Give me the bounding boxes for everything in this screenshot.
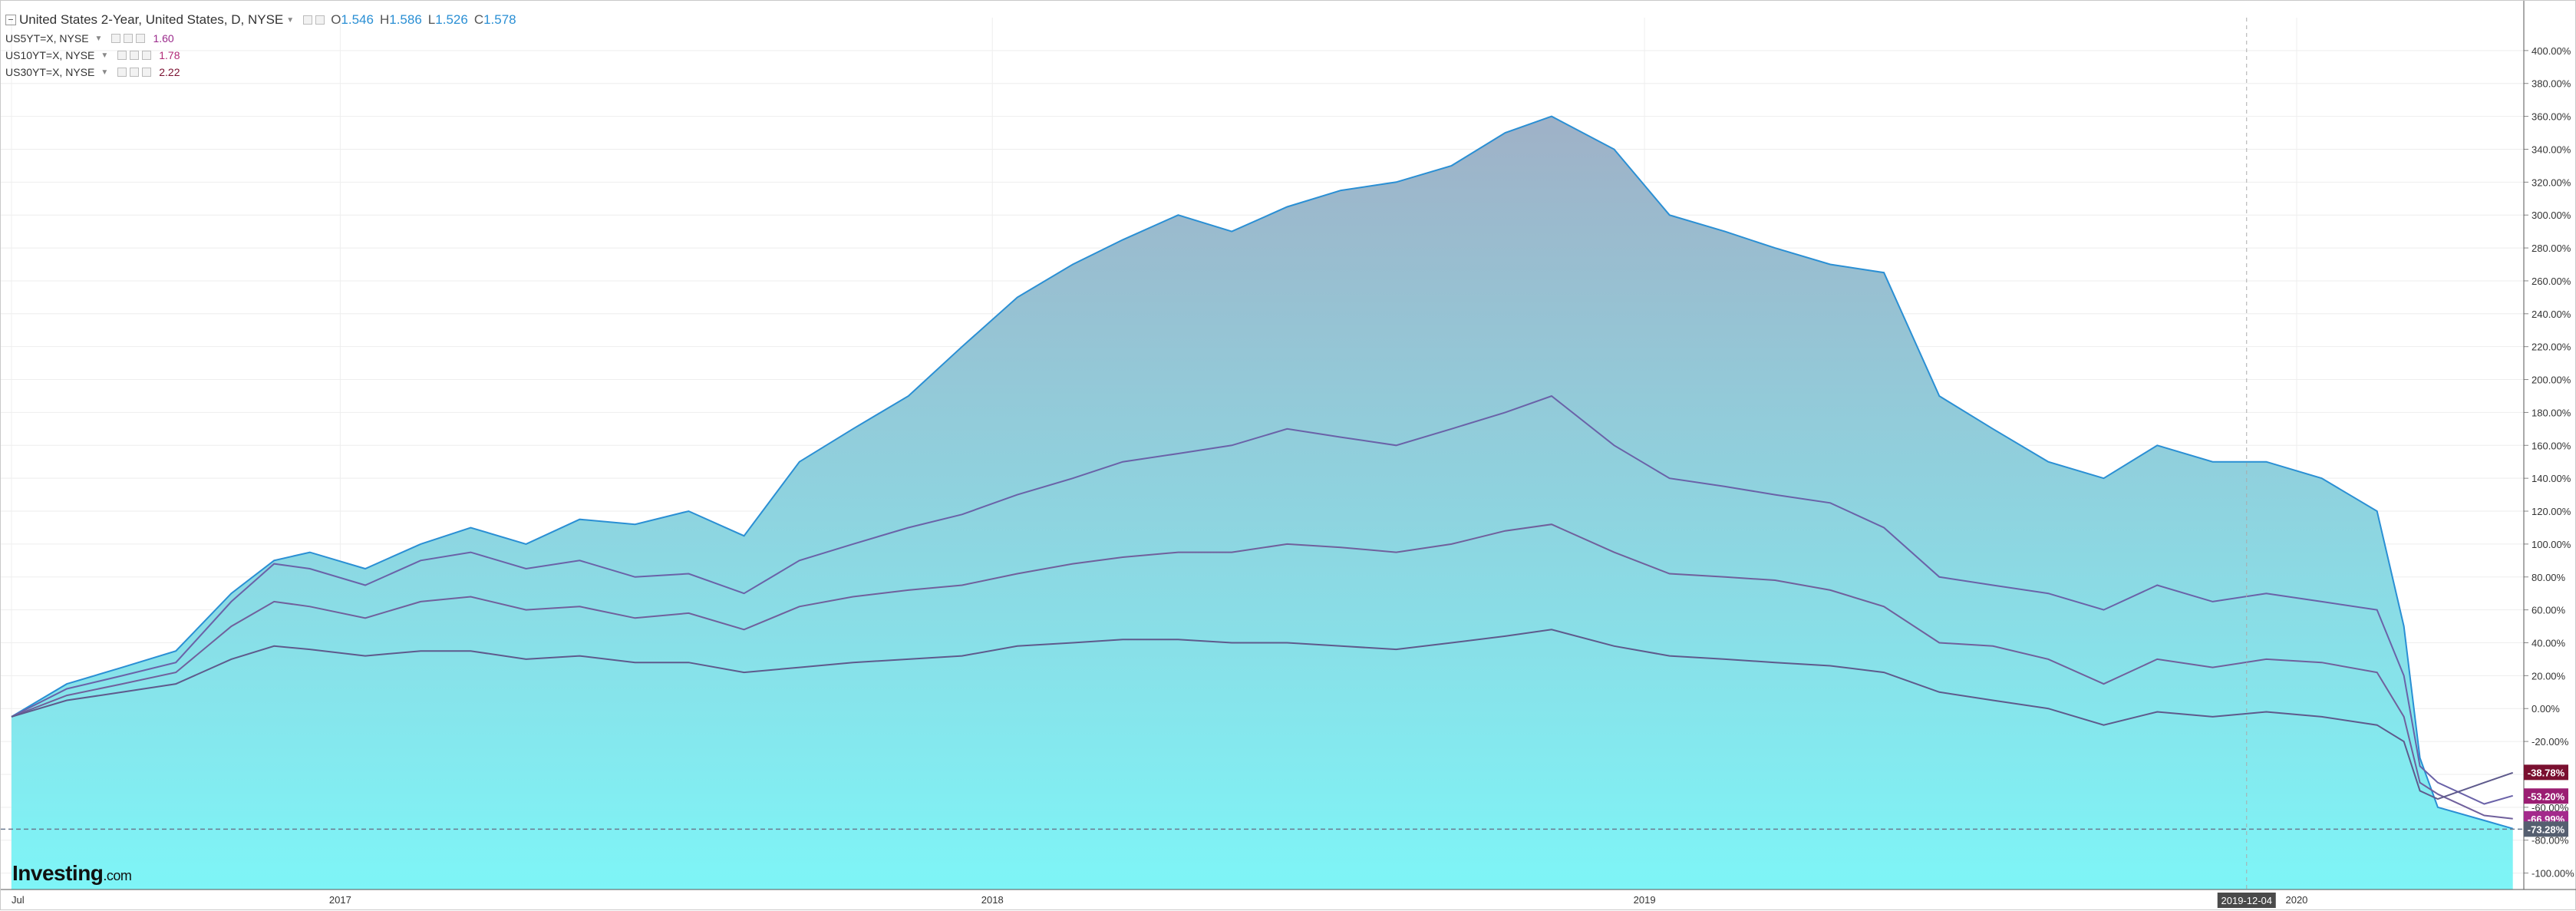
y-tick-label: 260.00% xyxy=(2531,276,2571,287)
y-tick-label: 20.00% xyxy=(2531,670,2566,682)
y-tick-label: 320.00% xyxy=(2531,177,2571,188)
close-icon[interactable] xyxy=(142,51,152,60)
series-line-us2y xyxy=(11,115,2513,830)
y-tick-label: 40.00% xyxy=(2531,637,2566,649)
y-tick-label: 300.00% xyxy=(2531,210,2571,221)
main-series-title: United States 2-Year, United States, D, … xyxy=(19,12,284,27)
logo-suffix: .com xyxy=(103,868,132,883)
legend-symbol: US10YT=X, NYSE xyxy=(5,49,95,61)
settings-icon[interactable] xyxy=(130,51,140,60)
price-tag-label: -38.78% xyxy=(2528,767,2565,778)
legend: United States 2-Year, United States, D, … xyxy=(5,10,516,81)
y-tick-label: 160.00% xyxy=(2531,440,2571,451)
y-tick-label: 400.00% xyxy=(2531,45,2571,57)
close-icon[interactable] xyxy=(315,15,325,25)
y-tick-label: 360.00% xyxy=(2531,111,2571,123)
y-tick-label: 140.00% xyxy=(2531,473,2571,484)
price-tag xyxy=(2524,788,2568,804)
legend-value: 1.78 xyxy=(159,49,180,61)
low-label: L xyxy=(427,12,436,27)
price-tag xyxy=(2524,821,2568,837)
legend-row-us10y: US10YT=X, NYSE ▼ 1.78 xyxy=(5,47,516,64)
collapse-legend-button[interactable] xyxy=(5,15,16,25)
open-value: 1.546 xyxy=(341,12,374,27)
y-tick-label: 0.00% xyxy=(2531,703,2560,715)
y-tick-label: 240.00% xyxy=(2531,309,2571,320)
area-fill-us2y xyxy=(11,116,2513,890)
series-line-us30y xyxy=(11,629,2514,800)
investing-logo: Investing.com xyxy=(12,861,132,886)
chevron-down-icon[interactable]: ▼ xyxy=(101,51,109,60)
x-tick-label: 2018 xyxy=(981,894,1004,906)
logo-text: Investing xyxy=(12,861,104,885)
legend-symbol: US30YT=X, NYSE xyxy=(5,66,95,78)
low-value: 1.526 xyxy=(435,12,468,27)
legend-value: 1.60 xyxy=(153,32,174,45)
crosshair-date-label: 2019-12-04 xyxy=(2221,895,2273,906)
y-tick-label: -60.00% xyxy=(2531,802,2569,814)
x-tick-label: 2020 xyxy=(2285,894,2307,906)
high-label: H xyxy=(379,12,390,27)
price-tag-label: -73.28% xyxy=(2528,824,2565,835)
y-tick-label: 220.00% xyxy=(2531,342,2571,353)
settings-icon[interactable] xyxy=(303,15,313,25)
y-tick-label: 80.00% xyxy=(2531,572,2566,583)
y-tick-label: 340.00% xyxy=(2531,144,2571,155)
legend-symbol: US5YT=X, NYSE xyxy=(5,32,89,45)
close-label: C xyxy=(473,12,484,27)
settings-icon[interactable] xyxy=(124,34,134,43)
legend-main-row: United States 2-Year, United States, D, … xyxy=(5,10,516,30)
y-tick-label: 180.00% xyxy=(2531,407,2571,418)
y-tick-label: 380.00% xyxy=(2531,78,2571,90)
series-line-us5y xyxy=(11,394,2513,805)
x-tick-label: 2017 xyxy=(329,894,351,906)
crosshair-date-tag xyxy=(2217,893,2276,908)
chevron-down-icon[interactable]: ▼ xyxy=(286,15,295,25)
high-value: 1.586 xyxy=(389,12,422,27)
price-tag-label: -53.20% xyxy=(2528,791,2565,802)
close-icon[interactable] xyxy=(142,68,152,77)
y-tick-label: 100.00% xyxy=(2531,539,2571,550)
eye-icon[interactable] xyxy=(117,51,127,60)
y-tick-label: 280.00% xyxy=(2531,243,2571,254)
legend-row-us30y: US30YT=X, NYSE ▼ 2.22 xyxy=(5,64,516,81)
legend-row-us5y: US5YT=X, NYSE ▼ 1.60 xyxy=(5,30,516,47)
eye-icon[interactable] xyxy=(111,34,121,43)
open-label: O xyxy=(331,12,341,27)
y-tick-label: 120.00% xyxy=(2531,506,2571,517)
series-line-us10y xyxy=(11,523,2513,820)
y-tick-label: -80.00% xyxy=(2531,835,2569,847)
price-tag xyxy=(2524,764,2568,781)
x-tick-label: 2019 xyxy=(1634,894,1656,906)
y-tick-label: -20.00% xyxy=(2531,736,2569,748)
chevron-down-icon[interactable]: ▼ xyxy=(101,68,109,77)
y-tick-label: -100.00% xyxy=(2531,868,2574,880)
settings-icon[interactable] xyxy=(130,68,140,77)
close-value: 1.578 xyxy=(483,12,516,27)
x-tick-label: Jul xyxy=(12,894,25,906)
eye-icon[interactable] xyxy=(117,68,127,77)
y-tick-label: 200.00% xyxy=(2531,375,2571,386)
y-tick-label: 60.00% xyxy=(2531,605,2566,616)
legend-value: 2.22 xyxy=(159,66,180,78)
close-icon[interactable] xyxy=(136,34,146,43)
chevron-down-icon[interactable]: ▼ xyxy=(94,34,103,43)
